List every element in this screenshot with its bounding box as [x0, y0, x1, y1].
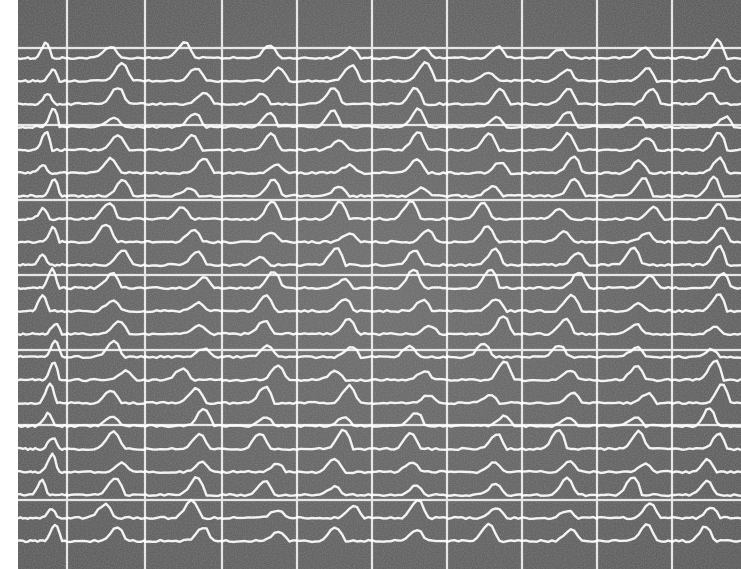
screen-texture — [18, 0, 741, 569]
scope-image — [0, 0, 741, 569]
page: (() => { const data = JSON.parse(documen… — [0, 0, 741, 569]
